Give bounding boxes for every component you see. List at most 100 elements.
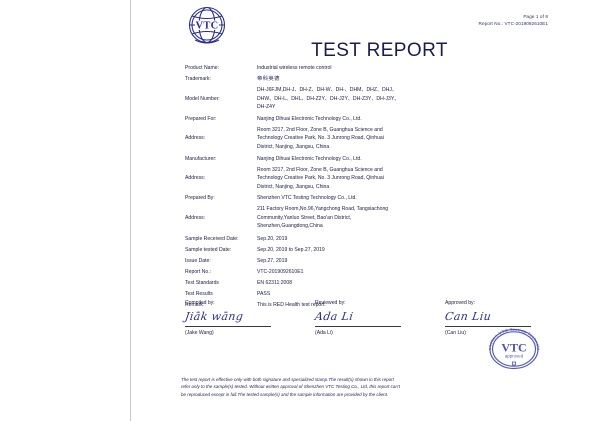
field-value-line: PASS bbox=[257, 290, 271, 297]
field-value-line: Sep.27, 2019 bbox=[257, 258, 288, 265]
field-label-manufacturer-address: Address: bbox=[185, 175, 206, 182]
field-value-issue-date: Sep.27, 2019 bbox=[257, 257, 575, 266]
field-value-line: Room 3217, 2nd Floor, Zone B, Guanghua S… bbox=[257, 166, 383, 173]
field-row-sample-received-date: Sample Received Date: Sep.20, 2019 bbox=[185, 235, 575, 244]
field-list: Product Name: Industrial wireless remote … bbox=[185, 64, 575, 312]
field-value-prepared-for-address: Room 3217, 2nd Floor, Zone B, Guanghua S… bbox=[257, 126, 575, 152]
field-value-test-standards: EN 62311:2008 bbox=[257, 279, 575, 288]
handwritten-signature-approved-by: Can Liu bbox=[444, 310, 493, 323]
field-value-line: 211 Factory Room,No.96,Yangchong Road, T… bbox=[257, 206, 389, 213]
field-row-prepared-for: Prepared For: Nanjing Dihuai Electronic T… bbox=[185, 115, 575, 124]
field-value-line: Technology Creative Park, No. 3 Junrong … bbox=[257, 175, 384, 182]
signature-compiled-by: Compiled by: Jiāk wāng (Jake Wang) bbox=[184, 300, 315, 336]
signature-title-compiled-by: Compiled by: bbox=[185, 300, 215, 306]
field-label-manufacturer: Manufacturer: bbox=[185, 155, 217, 162]
field-label-sample-tested-date: Sample tested Date: bbox=[185, 247, 232, 254]
signature-name-reviewed-by: (Ada Li) bbox=[315, 329, 333, 336]
field-row-model-number: Model Number: DH-J6FJM,DH-J、DH-Z、DH-W、DH-… bbox=[185, 86, 575, 112]
field-value-model-number: DH-J6FJM,DH-J、DH-Z、DH-W、DH-、DHM、DHZ、DHJ、… bbox=[257, 86, 575, 112]
field-value-line: EN 62311:2008 bbox=[257, 279, 293, 286]
field-row-prepared-by: Prepared By: Shenzhen VTC Testing Technol… bbox=[185, 194, 575, 203]
field-row-report-no: Report No.: VTC-2019092610E1 bbox=[185, 268, 575, 277]
vtc-logo-icon: VTC bbox=[185, 6, 229, 46]
field-value-line: Room 3217, 2nd Floor, Zone B, Guanghua S… bbox=[257, 126, 383, 133]
field-value-remark: This is RED Health test report. bbox=[257, 301, 575, 310]
footer-disclaimer: The test report is effective only with b… bbox=[181, 376, 577, 398]
field-value-line: DHW、DH-L、DHL、DH-Z2Y、DH-J2Y、DH-Z3Y、DH-J3Y… bbox=[257, 95, 400, 102]
field-value-prepared-by: Shenzhen VTC Testing Technology Co., Ltd… bbox=[257, 194, 575, 203]
field-row-trademark: Trademark: 帝科英德 bbox=[185, 75, 575, 84]
field-row-test-results: Test Results PASS bbox=[185, 290, 575, 299]
field-value-line: Sep.20, 2019 to Sep.27, 2019 bbox=[257, 247, 325, 254]
signature-rule-reviewed-by bbox=[315, 326, 401, 327]
footer-line: refer only to the sample(s) tested. With… bbox=[181, 384, 401, 390]
signature-name-compiled-by: (Jake Wang) bbox=[185, 329, 214, 336]
signature-title-reviewed-by: Reviewed by: bbox=[315, 300, 346, 306]
field-label-issue-date: Issue Date: bbox=[185, 258, 211, 265]
field-row-test-standards: Test Standards EN 62311:2008 bbox=[185, 279, 575, 288]
field-label-prepared-by-address: Address: bbox=[185, 214, 206, 221]
signature-rule-compiled-by bbox=[185, 326, 271, 327]
field-value-line: DH-J6FJM,DH-J、DH-Z、DH-W、DH-、DHM、DHZ、DHJ、 bbox=[257, 86, 398, 93]
field-label-trademark: Trademark: bbox=[185, 75, 211, 82]
field-label-remark: Remark: bbox=[185, 301, 205, 308]
field-value-line: Sep.20, 2019 bbox=[257, 236, 288, 243]
field-row-manufacturer-address: Address: Room 3217, 2nd Floor, Zone B, Gu… bbox=[185, 166, 575, 192]
field-value-line: Shenzhen VTC Testing Technology Co., Ltd… bbox=[257, 195, 357, 202]
svg-text:approved: approved bbox=[505, 354, 524, 359]
signature-title-approved-by: Approved by: bbox=[445, 300, 476, 306]
report-sheet: VTC Page 1 of 8 Report No.: VTC-20190926… bbox=[131, 0, 600, 421]
header-report-no: Report No.: VTC-2019092610E1 bbox=[478, 21, 548, 27]
field-value-line: District, Nanjing, Jiangsu, China bbox=[257, 183, 330, 190]
signature-block: Compiled by: Jiāk wāng (Jake Wang) Reviewed… bbox=[184, 300, 575, 336]
field-label-test-results: Test Results bbox=[185, 290, 213, 297]
field-value-line: District, Nanjing, Jiangsu, China bbox=[257, 143, 330, 150]
footer-line: The test report is effective only with b… bbox=[181, 377, 394, 382]
field-row-manufacturer: Manufacturer: Nanjing Dihuai Electronic T… bbox=[185, 155, 575, 164]
field-row-sample-tested-date: Sample tested Date: Sep.20, 2019 to Sep.2… bbox=[185, 246, 575, 255]
field-row-prepared-for-address: Address: Room 3217, 2nd Floor, Zone B, Gu… bbox=[185, 126, 575, 152]
footer-line: be reproduced except in full.The tested … bbox=[181, 391, 389, 397]
field-label-prepared-for-address: Address: bbox=[185, 135, 206, 142]
field-value-line: 帝科英德 bbox=[257, 75, 280, 82]
field-value-sample-received-date: Sep.20, 2019 bbox=[257, 235, 575, 244]
field-row-prepared-by-address: Address: 211 Factory Room,No.96,Yangchong… bbox=[185, 205, 575, 231]
field-value-manufacturer: Nanjing Dihuai Electronic Technology Co.… bbox=[257, 155, 575, 164]
field-label-test-standards: Test Standards bbox=[185, 279, 219, 286]
handwritten-signature-reviewed-by: Ada Li bbox=[314, 310, 355, 323]
page-title: TEST REPORT bbox=[311, 40, 448, 61]
signature-approved-by: Approved by: Can Liu (Can Liu) bbox=[444, 300, 575, 336]
field-row-product-name: Product Name: Industrial wireless remote … bbox=[185, 64, 575, 73]
field-label-report-no: Report No.: bbox=[185, 269, 212, 275]
field-value-prepared-by-address: 211 Factory Room,No.96,Yangchong Road, T… bbox=[257, 205, 575, 231]
signature-reviewed-by: Reviewed by: Ada Li (Ada Li) bbox=[314, 300, 445, 336]
field-value-report-no: VTC-2019092610E1 bbox=[257, 268, 575, 277]
field-label-prepared-for: Prepared For: bbox=[185, 115, 217, 122]
page-edge-rule bbox=[130, 0, 131, 421]
svg-text:VTC: VTC bbox=[195, 21, 218, 32]
signature-name-approved-by: (Can Liu) bbox=[445, 329, 466, 336]
field-value-line: Community,Yanluo Street, Bao'an District… bbox=[257, 214, 352, 221]
field-value-prepared-for: Nanjing Dihuai Electronic Technology Co.… bbox=[257, 115, 575, 124]
field-value-line: VTC-2019092610E1 bbox=[257, 269, 304, 275]
field-value-product-name: Industrial wireless remote control bbox=[257, 64, 575, 73]
signature-rule-approved-by bbox=[445, 326, 531, 327]
field-value-line: This is RED Health test report. bbox=[257, 301, 326, 308]
field-value-line: Nanjing Dihuai Electronic Technology Co.… bbox=[257, 115, 362, 122]
svg-text:VTC: VTC bbox=[501, 341, 526, 355]
field-value-line: Technology Creative Park, No. 3 Junrong … bbox=[257, 135, 384, 142]
field-row-issue-date: Issue Date: Sep.27, 2019 bbox=[185, 257, 575, 266]
field-value-line: Shenzhen,Guangdong,China bbox=[257, 223, 323, 230]
field-label-sample-received-date: Sample Received Date: bbox=[185, 236, 239, 243]
field-value-manufacturer-address: Room 3217, 2nd Floor, Zone B, Guanghua S… bbox=[257, 166, 575, 192]
page-number: Page 1 of 8 bbox=[523, 14, 548, 19]
header-meta: Page 1 of 8 Report No.: VTC-2019092610E1 bbox=[479, 13, 548, 27]
field-row-remark: Remark: This is RED Health test report. bbox=[185, 301, 575, 310]
field-value-line: DH-Z4Y bbox=[257, 104, 276, 111]
handwritten-signature-compiled-by: Jiāk wāng bbox=[184, 310, 245, 323]
field-value-trademark: 帝科英德 bbox=[257, 75, 575, 84]
field-value-line: Nanjing Dihuai Electronic Technology Co.… bbox=[257, 155, 362, 162]
field-value-line: Industrial wireless remote control bbox=[257, 65, 332, 71]
field-label-model-number: Model Number: bbox=[185, 95, 220, 102]
